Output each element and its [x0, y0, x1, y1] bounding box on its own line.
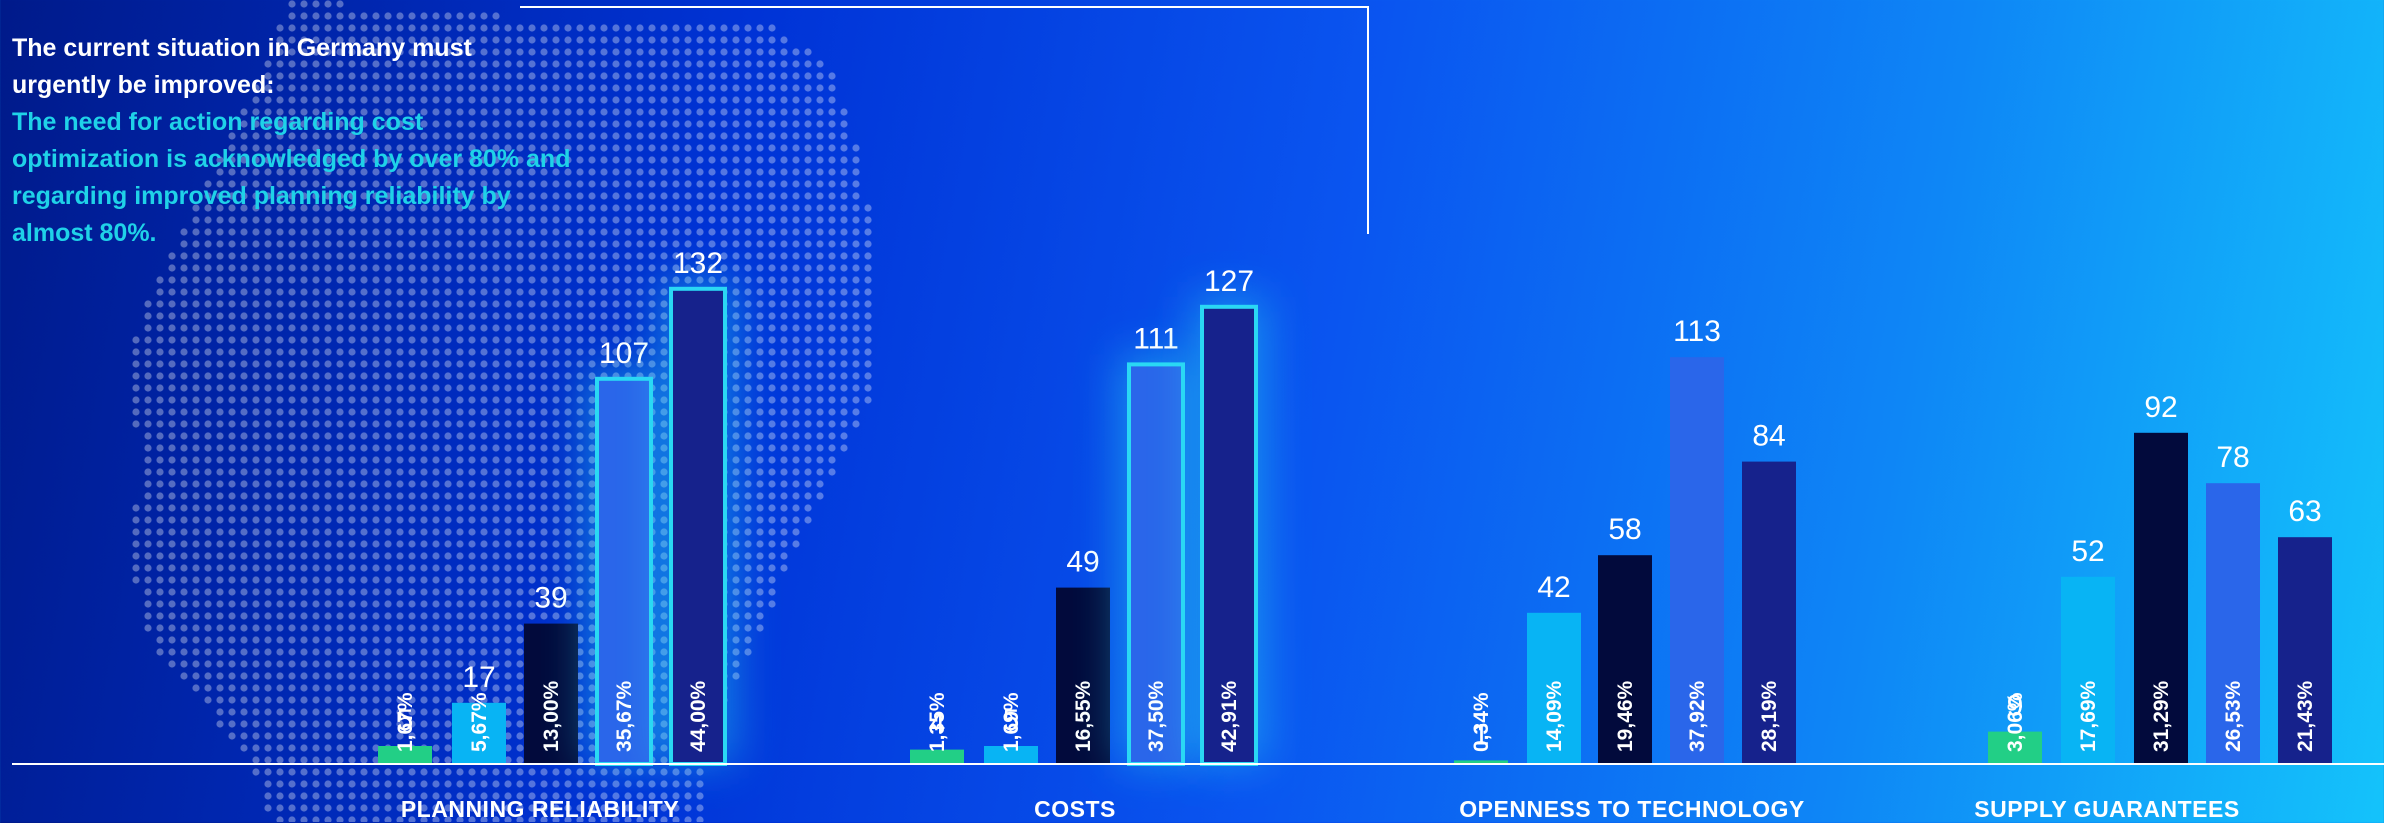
bar-openness-to-technology-5: [1742, 461, 1796, 764]
chart-baseline: [12, 763, 2384, 765]
bar-percent-label: 3,06%: [2004, 692, 2027, 752]
bar-openness-to-technology-3: [1598, 555, 1652, 764]
category-label-supply-guarantees: SUPPLY GUARANTEES: [1974, 796, 2240, 822]
bar-value-label: 113: [1673, 315, 1721, 348]
bar-percent-label: 44,00%: [687, 680, 710, 752]
bar-costs-2: [984, 746, 1038, 764]
bar-supply-guarantees-4: [2206, 483, 2260, 764]
bar-percent-label: 37,50%: [1145, 680, 1168, 752]
bar-value-label: 78: [2216, 441, 2249, 474]
bar-percent-label: 0,34%: [1470, 692, 1493, 752]
bar-percent-label: 28,19%: [1758, 680, 1781, 752]
bar-value-label: 4: [929, 708, 946, 741]
bar-value-label: 92: [2144, 391, 2177, 424]
headline-text: The current situation in Germany must ur…: [12, 30, 572, 252]
bar-supply-guarantees-5: [2278, 537, 2332, 764]
bar-value-label: 132: [673, 247, 723, 280]
bar-percent-label: 37,92%: [1686, 680, 1709, 752]
category-label-planning-reliability: PLANNING RELIABILITY: [400, 796, 680, 822]
bar-openness-to-technology-2: [1527, 612, 1581, 764]
bar-planning-reliability-4: [595, 376, 653, 766]
bar-percent-label: 35,67%: [613, 680, 636, 752]
bar-value-label: 5: [397, 704, 414, 737]
bar-percent-label: 1,35%: [926, 692, 949, 752]
bar-percent-label: 5,67%: [468, 692, 491, 752]
bar-planning-reliability-2: [452, 702, 506, 764]
bar-percent-label: 13,00%: [540, 680, 563, 752]
bar-percent-label: 16,55%: [1072, 680, 1095, 752]
bar-value-label: 42: [1537, 571, 1570, 604]
bar-percent-label: 19,46%: [1614, 680, 1637, 752]
bar-planning-reliability-3: [524, 623, 578, 764]
bar-percent-label: 1,67%: [394, 692, 417, 752]
bar-value-label: 127: [1204, 265, 1254, 298]
bar-supply-guarantees-1: [1988, 731, 2042, 764]
bar-percent-label: 26,53%: [2222, 680, 2245, 752]
bar-value-label: 58: [1608, 513, 1641, 546]
bar-percent-label: 21,43%: [2294, 680, 2317, 752]
bar-value-label: 1: [1473, 718, 1490, 751]
bar-percent-label: 14,09%: [1543, 680, 1566, 752]
bar-value-label: 9: [2007, 690, 2024, 723]
bar-value-label: 84: [1752, 420, 1785, 453]
bar-percent-label: 42,91%: [1218, 680, 1241, 752]
headline-body: The need for action regarding cost optim…: [12, 108, 571, 247]
bar-value-label: 39: [534, 582, 567, 615]
bar-value-label: 5: [1003, 704, 1020, 737]
bar-planning-reliability-1: [378, 746, 432, 764]
bar-costs-1: [910, 749, 964, 764]
bar-supply-guarantees-2: [2061, 576, 2115, 764]
bar-percent-label: 1,69%: [1000, 692, 1023, 752]
bar-value-label: 107: [599, 337, 649, 370]
bar-value-label: 63: [2288, 495, 2321, 528]
bar-costs-4: [1127, 362, 1185, 766]
bar-percent-label: 31,29%: [2150, 680, 2173, 752]
callout-bracket-top: [520, 6, 1368, 8]
category-label-costs: COSTS: [1034, 796, 1116, 822]
bar-costs-3: [1056, 587, 1110, 764]
bar-value-label: 111: [1133, 322, 1179, 355]
headline-title: The current situation in Germany must ur…: [12, 34, 472, 99]
category-label-openness-to-technology: OPENNESS TO TECHNOLOGY: [1459, 796, 1805, 822]
bar-percent-label: 17,69%: [2077, 680, 2100, 752]
bar-value-label: 52: [2071, 535, 2104, 568]
bar-value-label: 17: [462, 661, 495, 694]
bar-openness-to-technology-4: [1670, 357, 1724, 764]
bar-planning-reliability-5: [669, 286, 727, 766]
bar-supply-guarantees-3: [2134, 432, 2188, 764]
bar-openness-to-technology-1: [1454, 760, 1508, 764]
callout-bracket-right: [1367, 6, 1369, 234]
bar-value-label: 49: [1066, 546, 1099, 579]
